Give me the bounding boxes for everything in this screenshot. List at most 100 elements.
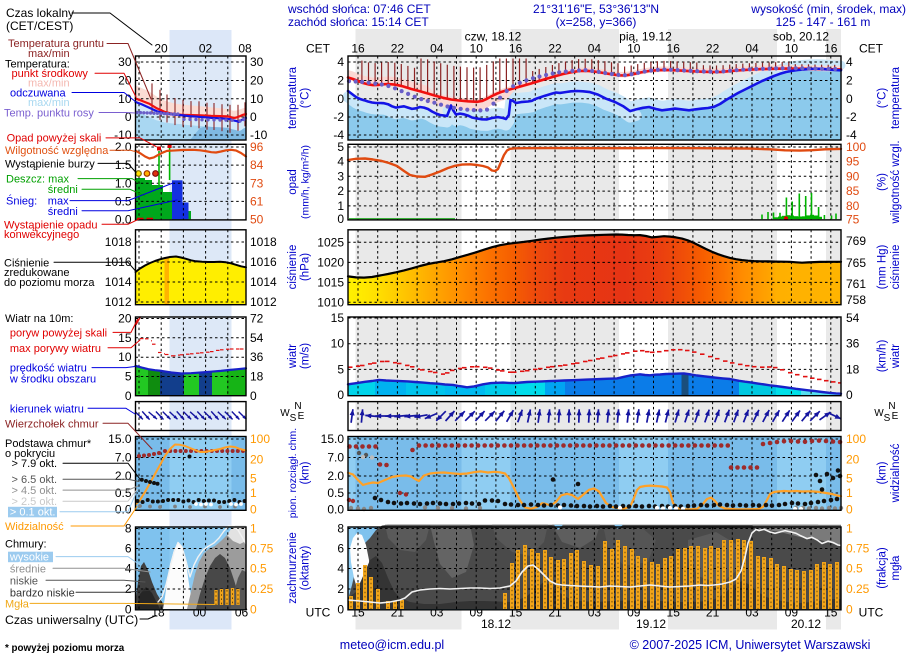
svg-text:2: 2 — [337, 74, 344, 88]
svg-text:72: 72 — [250, 312, 264, 326]
svg-text:54: 54 — [846, 311, 860, 325]
svg-text:(m/s): (m/s) — [300, 343, 312, 369]
svg-text:5: 5 — [125, 370, 132, 384]
svg-text:czw, 18.12: czw, 18.12 — [465, 30, 522, 44]
svg-text:kierunek wiatru: kierunek wiatru — [10, 403, 84, 415]
svg-text:7.0: 7.0 — [115, 451, 132, 465]
svg-text:0: 0 — [337, 92, 344, 106]
svg-text:-4: -4 — [846, 128, 857, 142]
svg-text:15: 15 — [118, 331, 132, 345]
svg-text:61: 61 — [250, 194, 264, 208]
svg-text:20: 20 — [154, 42, 168, 56]
svg-text:Czas uniwersalny (UTC): Czas uniwersalny (UTC) — [5, 613, 138, 627]
svg-text:max/min: max/min — [28, 78, 70, 90]
svg-text:22: 22 — [391, 42, 405, 56]
svg-text:125 - 147 - 161 m: 125 - 147 - 161 m — [776, 15, 871, 29]
svg-text:0: 0 — [125, 110, 132, 124]
svg-text:85: 85 — [846, 184, 860, 198]
svg-text:765: 765 — [846, 256, 866, 270]
svg-text:1015: 1015 — [317, 275, 344, 289]
svg-text:04: 04 — [745, 42, 759, 56]
svg-text:Widzialność: Widzialność — [5, 521, 64, 533]
svg-text:N: N — [888, 401, 895, 412]
svg-text:(frakcja): (frakcja) — [877, 547, 889, 589]
svg-text:odczuwana: odczuwana — [10, 88, 67, 100]
svg-text:Wiatr na 10m:: Wiatr na 10m: — [5, 313, 73, 325]
svg-text:0: 0 — [125, 603, 132, 617]
svg-text:100: 100 — [250, 432, 270, 446]
svg-text:wilgotność wzgl.: wilgotność wzgl. — [890, 140, 902, 224]
svg-text:10: 10 — [331, 337, 345, 351]
svg-text:96: 96 — [250, 140, 264, 154]
svg-text:0.5: 0.5 — [327, 486, 344, 500]
svg-text:54: 54 — [250, 331, 264, 345]
svg-text:80: 80 — [846, 199, 860, 213]
svg-text:niskie: niskie — [10, 575, 38, 587]
svg-text:1.0: 1.0 — [115, 176, 132, 190]
svg-text:90: 90 — [846, 169, 860, 183]
svg-text:1: 1 — [250, 486, 257, 500]
svg-text:0: 0 — [846, 503, 853, 517]
svg-text:ciśnienie: ciśnienie — [890, 245, 902, 290]
svg-text:Temperatura gruntu: Temperatura gruntu — [8, 38, 104, 50]
svg-text:0: 0 — [250, 503, 257, 517]
svg-text:-2: -2 — [333, 110, 344, 124]
svg-text:0.25: 0.25 — [846, 582, 870, 596]
svg-text:73: 73 — [250, 176, 264, 190]
svg-text:-4: -4 — [333, 128, 344, 142]
svg-text:konwekcyjnego: konwekcyjnego — [4, 229, 79, 241]
svg-text:10: 10 — [118, 350, 132, 364]
svg-text:1018: 1018 — [105, 235, 132, 249]
svg-text:10: 10 — [785, 42, 799, 56]
svg-text:pią, 19.12: pią, 19.12 — [619, 30, 672, 44]
svg-text:(%): (%) — [877, 173, 889, 191]
svg-text:zredukowane: zredukowane — [4, 267, 69, 279]
svg-text:> 6.5 okt.: > 6.5 okt. — [12, 474, 58, 486]
svg-text:opad: opad — [287, 169, 299, 195]
svg-text:2.0: 2.0 — [327, 469, 344, 483]
svg-text:(°C): (°C) — [877, 88, 889, 109]
svg-text:E: E — [892, 411, 899, 422]
svg-text:36: 36 — [250, 350, 264, 364]
svg-text:> 0.1 okt.: > 0.1 okt. — [10, 507, 56, 519]
svg-text:10: 10 — [118, 92, 132, 106]
svg-text:16: 16 — [824, 42, 838, 56]
svg-text:CET: CET — [859, 42, 884, 56]
svg-text:-10: -10 — [250, 128, 268, 142]
svg-text:wiatr: wiatr — [890, 344, 902, 369]
svg-text:0: 0 — [250, 110, 257, 124]
svg-text:2: 2 — [125, 582, 132, 596]
svg-text:S: S — [884, 413, 891, 424]
svg-text:(CET/CEST): (CET/CEST) — [6, 19, 73, 33]
svg-text:W: W — [280, 408, 290, 419]
svg-text:(oktanty): (oktanty) — [300, 545, 312, 590]
svg-text:temperatura: temperatura — [890, 66, 902, 129]
svg-text:Opad powyżej skali: Opad powyżej skali — [7, 133, 102, 145]
svg-text:10: 10 — [470, 42, 484, 56]
svg-text:> 2.5 okt.: > 2.5 okt. — [12, 496, 58, 508]
svg-text:UTC: UTC — [306, 606, 331, 620]
svg-text:04: 04 — [588, 42, 602, 56]
svg-text:S: S — [290, 413, 297, 424]
svg-text:średni: średni — [48, 184, 78, 196]
svg-text:wiatr: wiatr — [287, 344, 299, 369]
svg-text:punkt środkowy: punkt środkowy — [12, 68, 89, 80]
svg-text:6: 6 — [125, 542, 132, 556]
svg-text:0.0: 0.0 — [115, 503, 132, 517]
svg-text:wysokość (min, środek, max): wysokość (min, środek, max) — [750, 2, 906, 16]
svg-text:średnie: średnie — [10, 563, 46, 575]
svg-text:(km/h): (km/h) — [877, 340, 889, 373]
svg-text:0: 0 — [337, 388, 344, 402]
svg-text:średni: średni — [48, 206, 78, 218]
svg-text:20: 20 — [250, 74, 264, 88]
svg-text:0.5: 0.5 — [115, 486, 132, 500]
svg-text:Wierzchołek chmur: Wierzchołek chmur — [5, 418, 99, 430]
svg-text:1018: 1018 — [250, 235, 277, 249]
svg-text:20: 20 — [250, 453, 264, 467]
svg-text:15.0: 15.0 — [321, 432, 345, 446]
svg-text:0.0: 0.0 — [327, 503, 344, 517]
svg-text:30: 30 — [250, 55, 264, 69]
svg-text:1: 1 — [337, 199, 344, 213]
svg-text:1012: 1012 — [105, 295, 132, 309]
svg-text:84: 84 — [250, 158, 264, 172]
